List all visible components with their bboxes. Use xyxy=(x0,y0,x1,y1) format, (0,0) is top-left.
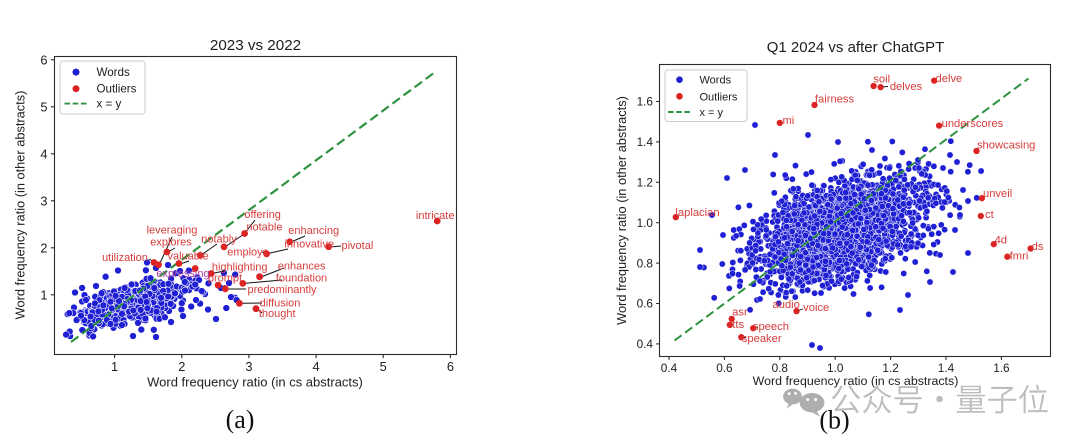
svg-text:prompt: prompt xyxy=(208,273,242,285)
svg-text:4: 4 xyxy=(313,359,320,374)
svg-text:Words: Words xyxy=(700,75,732,87)
svg-text:1: 1 xyxy=(40,287,47,302)
svg-text:Outliers: Outliers xyxy=(700,91,738,103)
svg-text:6: 6 xyxy=(447,359,454,374)
svg-text:employs: employs xyxy=(227,247,268,259)
svg-text:delves: delves xyxy=(890,81,923,93)
svg-text:3: 3 xyxy=(245,359,252,374)
svg-text:utilization: utilization xyxy=(102,252,148,264)
svg-text:leveraging: leveraging xyxy=(147,225,198,237)
svg-text:thought: thought xyxy=(259,308,296,320)
svg-text:valuable: valuable xyxy=(168,251,209,263)
svg-text:speech: speech xyxy=(753,321,789,333)
svg-text:Word frequency ratio (in other: Word frequency ratio (in other abstracts… xyxy=(13,91,28,320)
svg-text:pivotal: pivotal xyxy=(342,240,374,252)
svg-text:tts: tts xyxy=(732,319,744,331)
svg-text:underscores: underscores xyxy=(942,118,1004,130)
svg-text:Word frequency ratio (in cs ab: Word frequency ratio (in cs abstracts) xyxy=(147,375,363,390)
svg-text:soil: soil xyxy=(873,74,890,86)
svg-text:5: 5 xyxy=(380,359,387,374)
svg-text:1.6: 1.6 xyxy=(993,361,1010,375)
svg-text:delve: delve xyxy=(936,73,963,85)
svg-text:ct: ct xyxy=(985,209,995,221)
svg-text:fairness: fairness xyxy=(815,94,855,106)
svg-text:0.6: 0.6 xyxy=(637,297,654,311)
svg-text:innovative: innovative xyxy=(284,239,334,251)
svg-text:1.2: 1.2 xyxy=(882,361,898,375)
svg-text:4: 4 xyxy=(40,146,47,161)
svg-text:intricate: intricate xyxy=(416,210,455,222)
svg-text:enhancing: enhancing xyxy=(288,225,339,237)
svg-text:1.4: 1.4 xyxy=(637,135,654,149)
svg-text:Words: Words xyxy=(97,66,130,79)
svg-text:(a): (a) xyxy=(226,405,255,434)
svg-text:1.4: 1.4 xyxy=(938,361,955,375)
svg-text:mi: mi xyxy=(782,115,794,127)
svg-text:highlighting: highlighting xyxy=(212,262,268,274)
svg-text:Word frequency ratio (in other: Word frequency ratio (in other abstracts… xyxy=(614,96,629,325)
svg-text:showcasing: showcasing xyxy=(977,140,1035,152)
svg-text:speaker: speaker xyxy=(742,333,782,345)
svg-text:ds: ds xyxy=(1032,241,1044,253)
svg-text:offering: offering xyxy=(244,209,281,221)
svg-text:Word frequency ratio (in cs ab: Word frequency ratio (in cs abstracts) xyxy=(753,374,959,388)
svg-text:1.6: 1.6 xyxy=(637,95,654,109)
svg-text:1.2: 1.2 xyxy=(637,176,653,190)
svg-text:0.4: 0.4 xyxy=(661,361,678,375)
svg-text:audio: audio xyxy=(773,299,800,311)
svg-text:asr: asr xyxy=(732,307,748,319)
svg-text:0.8: 0.8 xyxy=(637,256,654,270)
svg-text:predominantly: predominantly xyxy=(247,284,317,296)
svg-text:x = y: x = y xyxy=(700,107,724,119)
svg-text:Q1 2024 vs after ChatGPT: Q1 2024 vs after ChatGPT xyxy=(767,39,945,56)
svg-text:expressing: expressing xyxy=(156,268,209,280)
svg-text:Outliers: Outliers xyxy=(97,83,137,96)
svg-text:laplacian: laplacian xyxy=(675,207,719,219)
svg-text:notable: notable xyxy=(246,222,282,234)
svg-text:fmri: fmri xyxy=(1010,251,1029,263)
svg-text:unveil: unveil xyxy=(983,188,1012,200)
svg-text:foundation: foundation xyxy=(276,273,327,285)
svg-text:voice: voice xyxy=(803,302,829,314)
svg-text:diffusion: diffusion xyxy=(260,297,301,309)
svg-text:3: 3 xyxy=(40,193,47,208)
svg-text:0.4: 0.4 xyxy=(637,337,654,351)
svg-text:4d: 4d xyxy=(995,234,1007,246)
svg-text:2023 vs 2022: 2023 vs 2022 xyxy=(210,37,301,54)
svg-text:explores: explores xyxy=(150,237,192,249)
svg-text:6: 6 xyxy=(40,52,47,67)
svg-text:1: 1 xyxy=(111,359,118,374)
svg-text:x = y: x = y xyxy=(97,98,122,111)
svg-text:0.8: 0.8 xyxy=(772,361,789,375)
svg-text:1.0: 1.0 xyxy=(637,216,654,230)
svg-text:enhances: enhances xyxy=(278,260,326,272)
svg-text:1.0: 1.0 xyxy=(827,361,844,375)
svg-text:5: 5 xyxy=(40,99,47,114)
svg-text:2: 2 xyxy=(178,359,185,374)
svg-text:0.6: 0.6 xyxy=(716,361,733,375)
svg-text:notably: notably xyxy=(201,234,237,246)
svg-text:2: 2 xyxy=(40,240,47,255)
svg-text:(b): (b) xyxy=(819,406,849,435)
